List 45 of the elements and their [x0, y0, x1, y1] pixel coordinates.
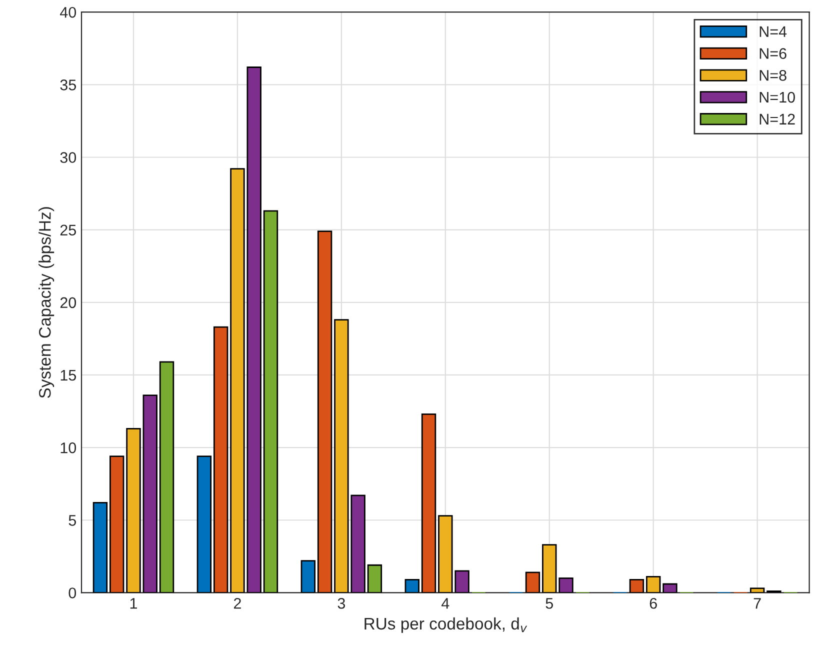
x-tick-label: 2: [234, 598, 241, 609]
y-tick-label: 40: [60, 6, 76, 18]
legend-label: N=6: [760, 48, 786, 59]
bar: [438, 515, 453, 593]
legend-label: N=8: [760, 70, 786, 81]
bar: [196, 456, 212, 593]
bar: [421, 413, 436, 593]
y-tick-label: 25: [60, 224, 76, 236]
bar: [662, 583, 678, 593]
y-tick-label: 0: [68, 588, 76, 598]
bar: [454, 570, 470, 593]
bar: [629, 578, 644, 593]
bar: [525, 572, 540, 593]
bar: [300, 560, 316, 593]
bar: [110, 456, 124, 593]
legend-label: N=10: [760, 92, 795, 103]
bar: [92, 502, 108, 593]
legend-label: N=12: [760, 114, 795, 124]
y-tick-label: 30: [60, 152, 76, 163]
y-tick-label: 5: [68, 515, 76, 526]
y-tick-label: 10: [60, 442, 76, 454]
x-tick-label: 5: [546, 598, 553, 609]
y-tick-label: 20: [60, 297, 76, 308]
y-tick-label: 35: [60, 80, 76, 90]
bar: [142, 394, 158, 593]
bar: [367, 564, 382, 593]
bar: [558, 577, 574, 593]
x-tick-label: 3: [338, 598, 346, 609]
bar: [317, 230, 332, 593]
bar: [404, 578, 420, 593]
bar: [750, 588, 765, 593]
y-tick-label: 15: [60, 370, 76, 381]
bar: [126, 428, 141, 593]
legend-label: N=4: [760, 26, 787, 37]
bar: [263, 210, 278, 593]
y-axis-title: System Capacity (bps/Hz): [38, 207, 54, 398]
x-tick-label: 6: [650, 598, 657, 609]
bar: [646, 576, 661, 593]
x-tick-label: 7: [754, 598, 761, 609]
x-tick-label: 4: [442, 598, 450, 609]
x-tick-label: 1: [130, 598, 137, 609]
bar: [542, 544, 557, 593]
x-axis-title: RUs per codebook, d$_{v}$: [364, 617, 528, 633]
bar: [213, 326, 228, 593]
bar: [159, 361, 174, 593]
